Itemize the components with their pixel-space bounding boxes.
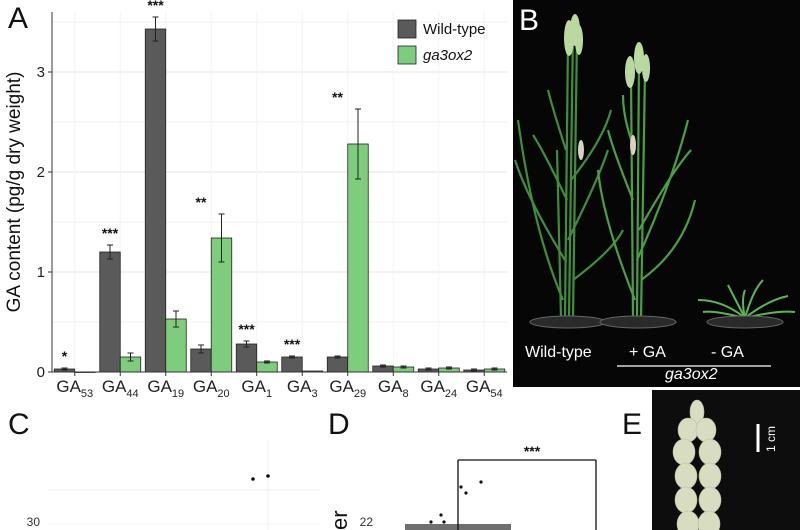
- y-tick-label: 1: [37, 264, 45, 281]
- bar-wild-type: [144, 28, 167, 373]
- bar-wild-type: [326, 356, 349, 373]
- panel-d-data-point: [464, 491, 468, 495]
- scale-bar-label: 1 cm: [764, 425, 778, 452]
- significance-marker: ***: [147, 0, 164, 13]
- wheat-plants-image: [513, 0, 800, 387]
- x-tick-label: GA53: [56, 377, 93, 400]
- panel-letter-b: B: [519, 4, 540, 37]
- y-axis-label: GA content (pg/g dry weight): [4, 72, 25, 313]
- significance-marker: *: [62, 348, 68, 364]
- plant-photo-panel: B Wild-type + GA - GA ga3ox2: [513, 0, 800, 387]
- significance-marker: **: [332, 89, 343, 105]
- x-tick-label: GA8: [378, 377, 409, 400]
- label-plus-ga: + GA: [629, 344, 666, 361]
- label-wild-type: Wild-type: [525, 344, 592, 361]
- bar-wild-type: [99, 251, 121, 373]
- x-tick-label: GA1: [241, 377, 272, 400]
- wheat-spike-photo: 1 cm: [652, 390, 800, 530]
- x-tick-label: GA20: [193, 377, 230, 400]
- panel-c-ytick: 30: [27, 515, 41, 529]
- legend-label: ga3ox2: [423, 47, 473, 64]
- significance-marker: ***: [238, 321, 255, 337]
- significance-marker: **: [196, 194, 207, 210]
- x-tick-label: GA29: [329, 377, 366, 400]
- panel-letter-a: A: [8, 2, 29, 35]
- bar-wild-type: [281, 356, 303, 373]
- x-tick-label: GA3: [287, 377, 318, 400]
- panel-d-data-point: [429, 520, 433, 524]
- legend-swatch: [397, 45, 417, 65]
- panel-letter-d: D: [328, 408, 350, 441]
- panel-c-data-point: [266, 474, 270, 478]
- x-tick-label: GA44: [102, 377, 139, 400]
- panel-d-data-point: [439, 513, 443, 517]
- legend-label: Wild-type: [423, 21, 486, 38]
- panel-c-data-point: [251, 477, 255, 481]
- label-mutant: ga3ox2: [665, 366, 718, 383]
- panel-d-data-point: [459, 485, 463, 489]
- panel-letter-e: E: [622, 408, 643, 441]
- panel-d-ytick: 22: [360, 515, 374, 529]
- legend-swatch: [397, 19, 417, 39]
- y-tick-label: 3: [37, 64, 45, 81]
- x-tick-label: GA54: [466, 377, 503, 400]
- panel-d-significance: ***: [524, 443, 541, 459]
- panel-letter-c: C: [8, 408, 30, 441]
- significance-marker: ***: [102, 225, 119, 241]
- y-tick-label: 2: [37, 164, 45, 181]
- significance-marker: ***: [284, 336, 301, 352]
- x-tick-label: GA24: [420, 377, 457, 400]
- panel-d-data-point: [442, 520, 446, 524]
- panel-c-chart: 30: [27, 440, 320, 530]
- wheat-spike-image: [652, 390, 800, 530]
- bar-wild-type: [235, 343, 258, 373]
- panel-d-data-point: [479, 480, 483, 484]
- label-minus-ga: - GA: [711, 344, 744, 361]
- panel-d-ylabel: er: [327, 510, 352, 530]
- y-tick-label: 0: [37, 364, 45, 381]
- panel-d-chart: er 22 ***: [327, 443, 597, 530]
- x-tick-label: GA19: [147, 377, 184, 400]
